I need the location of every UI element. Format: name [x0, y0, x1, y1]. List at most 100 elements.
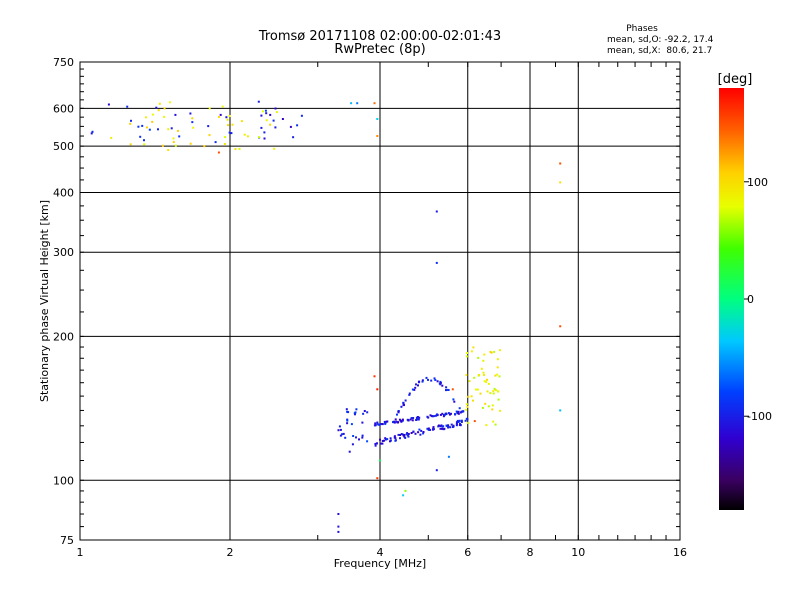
data-point: [224, 136, 227, 139]
data-point: [484, 402, 487, 405]
data-point: [281, 118, 284, 120]
data-point: [427, 427, 430, 430]
data-point: [418, 428, 421, 431]
data-point: [402, 494, 405, 497]
data-point: [163, 115, 166, 118]
data-point: [145, 116, 147, 119]
data-point: [355, 436, 357, 439]
data-point: [454, 413, 456, 416]
data-point: [439, 427, 442, 430]
data-point: [399, 434, 402, 436]
data-point: [273, 147, 276, 150]
colorbar-tick-label: 100: [747, 176, 768, 189]
data-point: [466, 405, 469, 408]
data-point: [376, 422, 379, 425]
data-point: [457, 410, 460, 413]
data-point: [354, 411, 357, 414]
data-point: [381, 423, 384, 426]
data-point: [376, 135, 379, 137]
data-point: [407, 433, 410, 435]
data-point: [433, 415, 436, 418]
data-point: [404, 436, 407, 439]
data-point: [496, 358, 499, 361]
data-point: [461, 410, 464, 413]
colorbar-tick-label: 0: [747, 293, 754, 306]
data-point: [410, 432, 413, 434]
data-point: [292, 136, 295, 139]
data-point: [189, 142, 192, 145]
data-point: [272, 119, 275, 122]
x-tick-label: 6: [464, 546, 471, 559]
data-point: [379, 423, 382, 426]
y-tick-labels: 75 100 200 300 400 500 600 750: [53, 56, 74, 547]
data-point: [178, 135, 181, 138]
data-point: [445, 386, 448, 389]
data-point: [499, 349, 501, 352]
data-point: [107, 103, 110, 106]
data-point: [396, 413, 398, 416]
data-point: [412, 417, 415, 419]
data-point: [559, 181, 562, 184]
data-point: [460, 421, 463, 423]
data-point: [296, 124, 299, 127]
data-point: [441, 384, 444, 387]
data-point: [203, 145, 206, 148]
data-point: [483, 374, 485, 376]
data-point: [225, 116, 228, 119]
data-point: [432, 426, 435, 429]
data-point: [208, 134, 211, 137]
data-point: [157, 109, 160, 112]
x-tick-label: 1: [77, 546, 84, 559]
data-point: [445, 412, 448, 415]
colorbar-ticks: 100 0 -100: [744, 176, 772, 423]
data-point: [380, 423, 383, 425]
data-point: [483, 353, 486, 356]
data-point: [246, 135, 249, 138]
data-point: [269, 123, 272, 126]
data-point: [412, 430, 415, 433]
data-point: [386, 438, 389, 441]
data-point: [443, 427, 446, 430]
data-point: [447, 455, 450, 458]
data-point: [90, 132, 93, 135]
data-point: [383, 439, 386, 442]
data-point: [465, 417, 468, 420]
data-point: [465, 355, 468, 358]
data-point: [234, 148, 237, 151]
data-point: [385, 438, 387, 441]
data-point: [421, 379, 424, 382]
data-point: [373, 102, 376, 105]
data-point: [374, 443, 377, 445]
data-point: [499, 409, 502, 412]
data-point: [465, 408, 468, 411]
data-point: [337, 429, 340, 432]
data-point: [447, 425, 450, 428]
data-point: [414, 386, 417, 389]
data-point: [427, 416, 430, 419]
data-point: [274, 126, 277, 129]
data-point: [161, 144, 164, 147]
data-point: [130, 119, 132, 122]
data-point: [376, 477, 379, 480]
data-point: [494, 374, 497, 377]
data-point: [415, 419, 418, 421]
data-point: [373, 375, 376, 378]
data-point: [158, 102, 161, 105]
data-point: [483, 380, 486, 383]
data-point: [490, 351, 493, 354]
data-point: [430, 379, 433, 382]
data-point: [274, 107, 277, 110]
data-point: [497, 398, 500, 401]
y-tick-label: 600: [53, 102, 74, 115]
colorbar: [719, 88, 744, 510]
data-point: [226, 118, 229, 121]
colorbar-tick-label: -100: [747, 410, 772, 423]
data-point: [411, 388, 414, 391]
data-point: [443, 414, 446, 417]
data-point: [414, 432, 417, 435]
data-point: [438, 382, 441, 385]
data-point: [487, 382, 490, 385]
data-point: [496, 373, 499, 376]
data-point: [151, 120, 154, 123]
